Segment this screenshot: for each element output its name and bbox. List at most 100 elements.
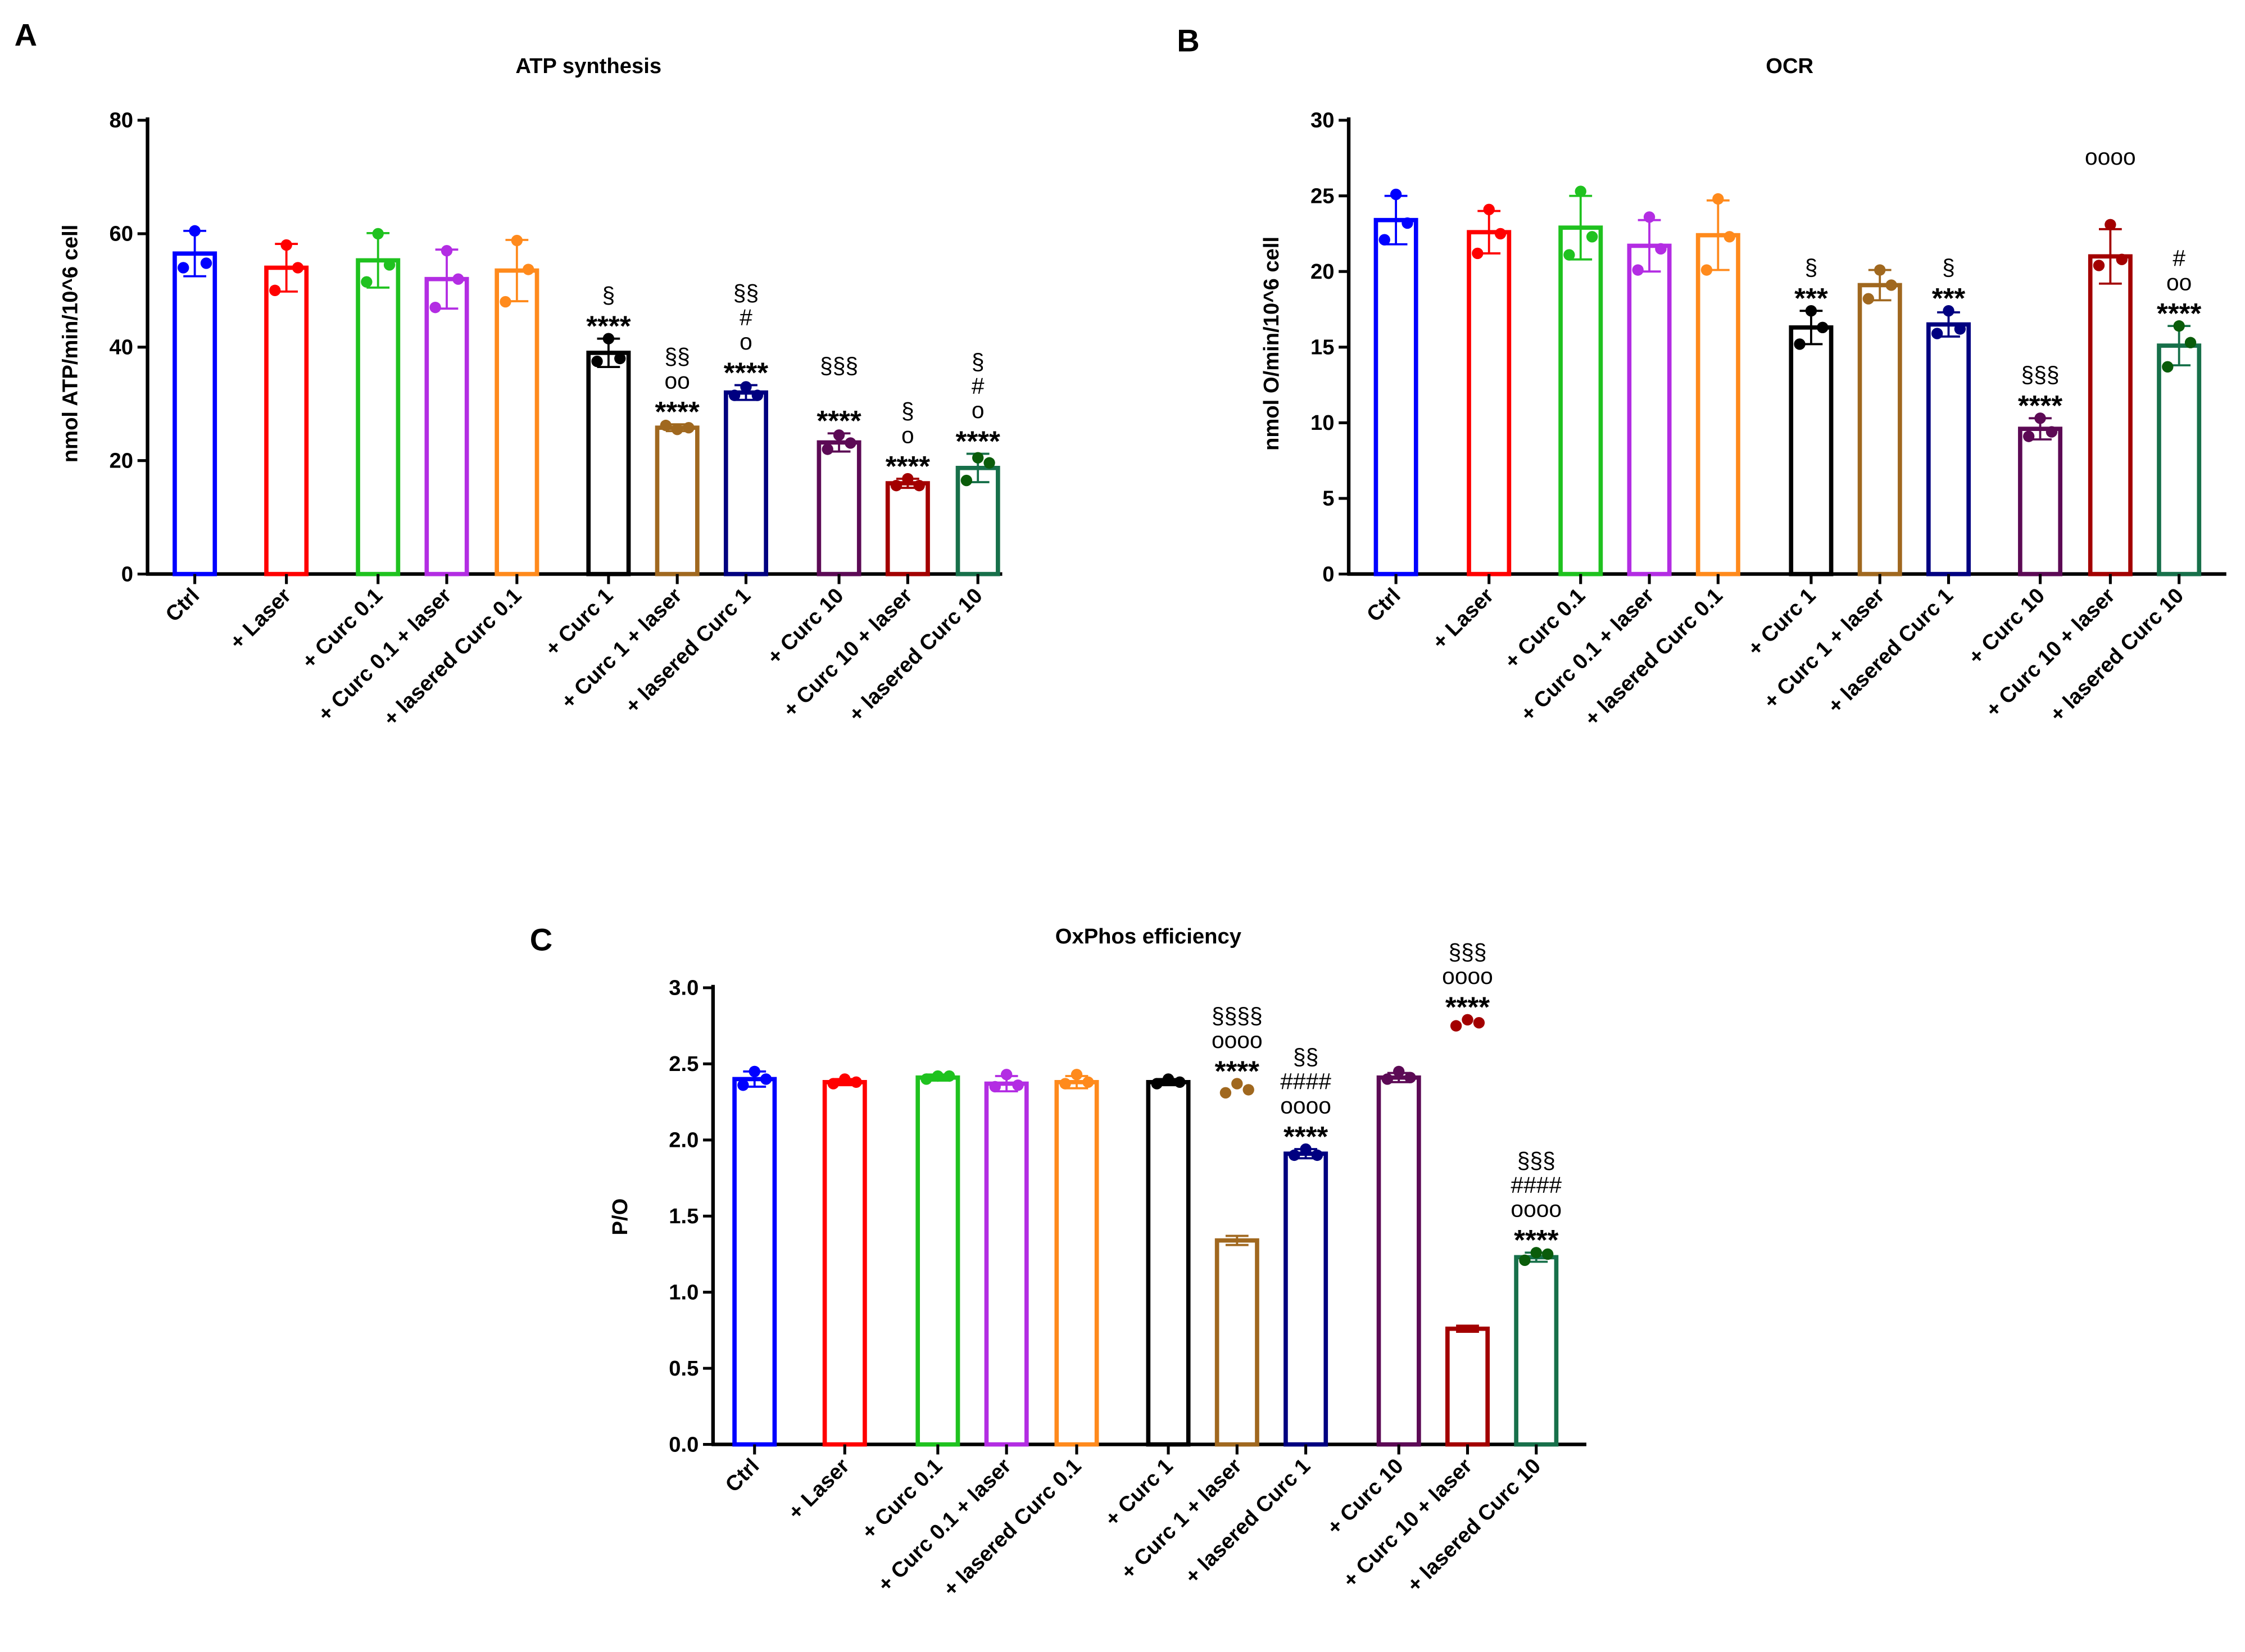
significance-annotation: o <box>740 329 752 355</box>
y-tick-label: 40 <box>110 335 134 360</box>
significance-annotation: oo <box>2166 269 2192 295</box>
x-tick-label: + Laser <box>783 1454 854 1524</box>
significance-annotation: oooo <box>1212 1027 1263 1053</box>
data-point <box>751 389 764 401</box>
data-point <box>1402 217 1413 229</box>
bar <box>424 276 469 577</box>
data-point <box>913 479 925 492</box>
bar <box>817 440 861 577</box>
data-point <box>1151 1078 1163 1090</box>
data-point <box>2022 430 2035 442</box>
y-tick-label: 1.5 <box>669 1204 699 1228</box>
data-point <box>1712 193 1724 205</box>
chart-b-title: OCR <box>1766 54 1813 78</box>
significance-annotation: #### <box>1511 1172 1562 1197</box>
x-tick-label: + Laser <box>225 583 296 654</box>
data-point <box>1311 1149 1323 1161</box>
data-point <box>1473 1017 1485 1029</box>
data-point <box>1012 1079 1024 1091</box>
significance-annotation: § <box>901 398 914 424</box>
data-point <box>1724 231 1735 243</box>
x-tick-label: + lasered Curc 10 <box>2045 583 2188 727</box>
significance-annotation: § <box>1942 255 1955 280</box>
data-point <box>1059 1078 1071 1090</box>
data-point <box>728 389 741 401</box>
x-tick-label: Ctrl <box>161 583 204 627</box>
bar <box>984 1081 1029 1447</box>
bar <box>2088 254 2133 577</box>
significance-annotation: § <box>1805 255 1818 280</box>
y-tick-label: 2.0 <box>669 1128 699 1152</box>
data-point <box>614 352 626 365</box>
y-tick-label: 25 <box>1310 184 1334 208</box>
chart-c: 0.0 0.5 1.0 1.5 2.0 2.5 3.0 Ctrl + Laser + Curc 0… <box>669 939 1586 1601</box>
x-tick-label: + Curc 1 + laser <box>1116 1454 1246 1584</box>
bar <box>1373 217 1418 577</box>
data-point <box>1885 279 1897 291</box>
data-point <box>429 301 441 314</box>
bar <box>723 390 768 577</box>
data-point <box>1805 305 1817 317</box>
bar <box>173 251 217 577</box>
x-tick-label: + lasered Curc 1 <box>1180 1454 1315 1589</box>
bar <box>885 481 930 577</box>
x-tick-label: + lasered Curc 1 <box>620 583 755 718</box>
data-point <box>1404 1072 1416 1083</box>
y-tick-label: 0 <box>1322 562 1334 586</box>
data-point <box>1378 234 1390 246</box>
y-tick-label: 60 <box>110 222 134 246</box>
data-point <box>932 1070 944 1082</box>
significance-annotation: §§§ <box>2021 362 2060 388</box>
data-point <box>1219 1087 1232 1099</box>
significance-annotation: *** <box>1932 282 1966 314</box>
data-point <box>1450 1020 1462 1032</box>
x-tick-label: + lasered Curc 0.1 <box>938 1454 1086 1601</box>
bar <box>2157 343 2202 577</box>
data-point <box>441 245 453 257</box>
data-point <box>920 1073 932 1085</box>
data-point <box>944 1070 955 1082</box>
bar <box>264 265 309 577</box>
panel-label-b: B <box>1177 23 1199 58</box>
bar <box>1627 243 1672 577</box>
significance-annotation: §§ <box>665 343 690 369</box>
data-point <box>2116 253 2128 265</box>
significance-annotation: **** <box>655 396 700 428</box>
significance-annotation: oooo <box>2085 144 2136 170</box>
data-point <box>383 259 396 271</box>
significance-annotation: §§§ <box>1448 939 1486 965</box>
significance-annotation: oo <box>665 367 690 393</box>
data-point <box>1494 228 1507 240</box>
significance-annotation: **** <box>2018 389 2062 421</box>
significance-annotation: oooo <box>1511 1196 1562 1222</box>
bar <box>1283 1151 1328 1447</box>
data-point <box>1794 338 1806 350</box>
data-point <box>833 429 845 441</box>
bar <box>915 1075 960 1447</box>
y-tick-label: 0.0 <box>669 1432 699 1456</box>
significance-annotation: o <box>901 422 914 448</box>
data-point <box>1817 321 1829 334</box>
significance-annotation: **** <box>886 450 930 482</box>
significance-annotation: **** <box>1445 991 1490 1023</box>
data-point <box>1563 249 1575 261</box>
data-point <box>189 225 201 237</box>
x-tick-label: + Curc 10 + laser <box>778 583 917 722</box>
data-point <box>1862 293 1875 305</box>
data-point <box>2105 219 2116 230</box>
data-point <box>2034 412 2046 424</box>
data-point <box>827 1078 840 1090</box>
data-point <box>1632 264 1644 276</box>
data-point <box>960 474 972 487</box>
x-tick-label: Ctrl <box>1362 583 1405 627</box>
significance-annotation: # <box>740 304 752 330</box>
significance-annotation: §§§§ <box>1212 1003 1263 1029</box>
data-point <box>671 423 683 435</box>
data-point <box>200 257 212 269</box>
data-point <box>452 273 464 285</box>
significance-annotation: **** <box>817 405 861 437</box>
data-point <box>178 262 189 274</box>
data-point <box>1541 1248 1554 1260</box>
bar <box>1514 1255 1559 1447</box>
